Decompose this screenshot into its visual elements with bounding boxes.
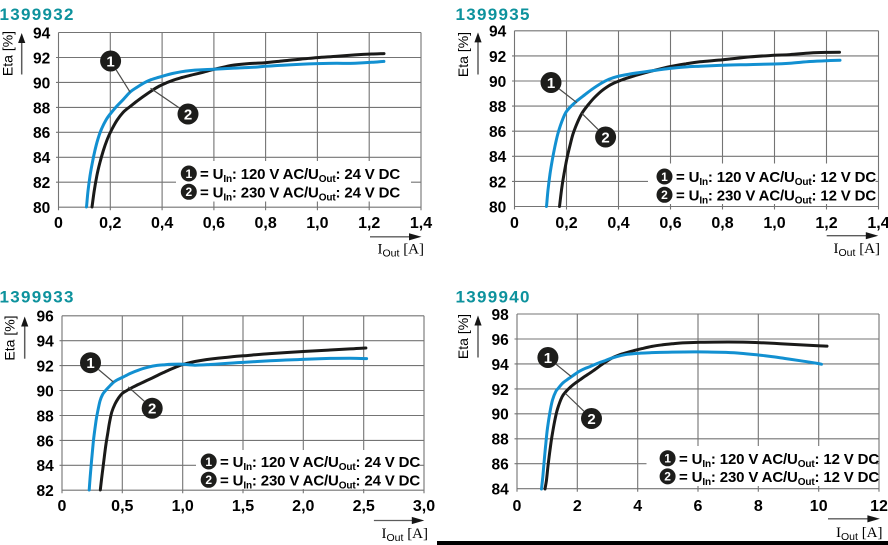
svg-text:2: 2: [587, 411, 595, 428]
svg-text:6: 6: [694, 498, 703, 515]
svg-text:= UIn: 230 V AC/UOut: 12 V DC: = UIn: 230 V AC/UOut: 12 V DC: [676, 187, 876, 206]
svg-text:90: 90: [489, 74, 506, 91]
svg-text:1: 1: [185, 167, 192, 181]
svg-text:4: 4: [633, 498, 642, 515]
svg-text:0,8: 0,8: [711, 215, 733, 232]
svg-text:88: 88: [489, 99, 507, 116]
svg-text:1399935: 1399935: [456, 5, 531, 24]
svg-text:92: 92: [33, 50, 50, 67]
svg-text:0,5: 0,5: [111, 498, 133, 515]
svg-text:80: 80: [33, 200, 50, 217]
svg-text:1,4: 1,4: [410, 215, 432, 232]
svg-text:1399940: 1399940: [456, 288, 531, 307]
svg-text:94: 94: [37, 334, 55, 351]
svg-text:10: 10: [810, 498, 828, 515]
svg-text:0: 0: [513, 498, 522, 515]
svg-text:84: 84: [37, 458, 55, 475]
svg-text:1,2: 1,2: [358, 215, 380, 232]
svg-text:86: 86: [492, 457, 510, 474]
svg-text:= UIn: 120 V AC/UOut: 12 V DC: = UIn: 120 V AC/UOut: 12 V DC: [676, 169, 876, 188]
svg-text:0,6: 0,6: [659, 215, 681, 232]
svg-text:84: 84: [33, 150, 51, 167]
svg-text:80: 80: [489, 199, 506, 216]
svg-text:1: 1: [664, 452, 671, 466]
svg-text:1: 1: [661, 170, 668, 184]
svg-text:92: 92: [489, 49, 506, 66]
svg-text:94: 94: [492, 357, 510, 374]
svg-text:1: 1: [547, 75, 555, 92]
svg-text:2: 2: [573, 498, 582, 515]
svg-text:96: 96: [492, 332, 510, 349]
svg-text:= UIn: 120 V AC/UOut: 12 V DC: = UIn: 120 V AC/UOut: 12 V DC: [679, 451, 879, 470]
svg-text:0: 0: [510, 215, 519, 232]
svg-text:82: 82: [33, 175, 50, 192]
svg-text:1,4: 1,4: [867, 215, 888, 232]
svg-text:0: 0: [54, 215, 63, 232]
svg-text:= UIn: 230 V AC/UOut: 24 V DC: = UIn: 230 V AC/UOut: 24 V DC: [220, 472, 420, 491]
svg-text:2: 2: [205, 473, 212, 487]
svg-text:90: 90: [37, 383, 54, 400]
svg-text:12: 12: [870, 498, 888, 515]
svg-text:1,0: 1,0: [172, 498, 194, 515]
svg-text:1,2: 1,2: [815, 215, 837, 232]
svg-text:1: 1: [106, 53, 114, 70]
svg-text:82: 82: [37, 483, 54, 500]
svg-text:Eta [%]: Eta [%]: [1, 315, 17, 360]
svg-text:90: 90: [492, 407, 509, 424]
svg-text:1399933: 1399933: [0, 288, 75, 307]
svg-text:2,0: 2,0: [292, 498, 314, 515]
svg-text:Eta [%]: Eta [%]: [0, 31, 15, 76]
svg-text:8: 8: [754, 498, 763, 515]
svg-text:94: 94: [33, 25, 51, 42]
svg-text:0,8: 0,8: [254, 215, 276, 232]
svg-text:0,6: 0,6: [203, 215, 225, 232]
svg-text:1,5: 1,5: [232, 498, 254, 515]
svg-text:2: 2: [185, 185, 192, 199]
svg-text:0,4: 0,4: [607, 215, 629, 232]
svg-text:0,2: 0,2: [555, 215, 577, 232]
svg-text:2,5: 2,5: [353, 498, 375, 515]
svg-text:92: 92: [492, 382, 509, 399]
svg-text:82: 82: [489, 174, 506, 191]
svg-text:1: 1: [544, 350, 552, 367]
svg-text:2: 2: [664, 470, 671, 484]
svg-text:0,2: 0,2: [99, 215, 121, 232]
svg-text:3,0: 3,0: [413, 498, 435, 515]
svg-text:0,4: 0,4: [151, 215, 173, 232]
svg-text:1399932: 1399932: [0, 5, 75, 24]
svg-text:Eta [%]: Eta [%]: [455, 314, 471, 359]
svg-text:= UIn: 230 V AC/UOut: 24 V DC: = UIn: 230 V AC/UOut: 24 V DC: [200, 184, 400, 203]
svg-text:= UIn: 120 V AC/UOut: 24 V DC: = UIn: 120 V AC/UOut: 24 V DC: [220, 454, 420, 473]
svg-text:1: 1: [86, 355, 94, 372]
svg-text:88: 88: [33, 100, 51, 117]
svg-text:2: 2: [661, 188, 668, 202]
svg-text:1,0: 1,0: [306, 215, 328, 232]
svg-text:2: 2: [601, 129, 609, 146]
svg-text:Eta [%]: Eta [%]: [455, 32, 471, 77]
svg-text:1,0: 1,0: [763, 215, 785, 232]
svg-text:1: 1: [205, 455, 212, 469]
svg-text:= UIn: 230 V AC/UOut: 12 V DC: = UIn: 230 V AC/UOut: 12 V DC: [679, 469, 879, 488]
svg-text:86: 86: [37, 433, 55, 450]
svg-text:90: 90: [33, 75, 50, 92]
svg-text:86: 86: [489, 124, 507, 141]
svg-text:84: 84: [489, 149, 507, 166]
svg-text:88: 88: [37, 408, 55, 425]
svg-text:84: 84: [492, 482, 510, 499]
svg-text:86: 86: [33, 125, 51, 142]
svg-text:92: 92: [37, 359, 54, 376]
svg-text:2: 2: [148, 401, 156, 418]
svg-text:98: 98: [492, 307, 510, 324]
svg-text:0: 0: [58, 498, 67, 515]
svg-text:88: 88: [492, 432, 510, 449]
svg-text:2: 2: [184, 106, 192, 123]
svg-text:94: 94: [489, 24, 507, 41]
svg-text:96: 96: [37, 309, 55, 326]
svg-text:= UIn: 120 V AC/UOut: 24 V DC: = UIn: 120 V AC/UOut: 24 V DC: [200, 166, 400, 185]
